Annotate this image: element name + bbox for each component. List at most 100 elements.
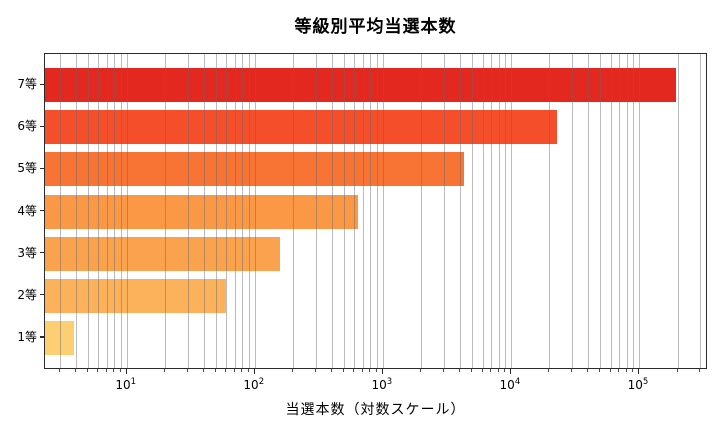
minor-gridline [315,54,317,368]
major-gridline [382,54,384,368]
x-minor-tick [625,369,627,372]
minor-gridline [114,54,116,368]
x-minor-tick [87,369,89,372]
major-gridline [126,54,128,368]
minor-gridline [120,54,122,368]
x-axis-label: 当選本数（対数スケール） [285,402,466,418]
minor-gridline [633,54,635,368]
bar-6 [45,278,227,313]
x-minor-tick [247,369,249,372]
x-major-tick [253,369,255,374]
x-major-tick [509,369,512,374]
minor-gridline [588,54,589,368]
x-minor-tick [362,369,364,372]
bar-7 [45,320,75,355]
x-minor-tick [504,369,506,372]
minor-gridline [98,54,100,368]
y-tick-mark [40,252,44,254]
x-minor-tick [113,369,115,372]
minor-gridline [619,54,621,368]
y-tick-label: 4等 [17,203,37,218]
y-tick-mark [40,294,44,296]
y-tick-mark [40,167,44,170]
x-tick-label: 104 [499,377,521,392]
y-tick-label: 1等 [17,329,37,344]
y-tick-mark [40,336,44,338]
major-gridline [254,54,256,368]
minor-gridline [370,54,372,368]
x-major-tick [381,369,384,374]
x-minor-tick [699,369,701,372]
x-minor-tick [215,369,217,372]
x-minor-tick [105,369,107,372]
minor-gridline [700,54,702,368]
minor-gridline [421,54,423,368]
minor-gridline [75,54,77,368]
y-tick-label: 3等 [17,245,37,260]
x-minor-tick [353,369,355,372]
minor-gridline [216,54,218,368]
x-minor-tick [490,369,492,372]
minor-gridline [376,54,378,368]
minor-gridline [505,54,507,368]
minor-gridline [187,54,189,368]
x-minor-tick [471,369,473,372]
x-minor-tick [202,369,204,372]
x-major-tick [125,369,127,374]
minor-gridline [491,54,493,368]
minor-gridline [498,54,500,368]
x-minor-tick [481,369,483,372]
x-minor-tick [442,369,444,372]
y-tick-mark [40,210,44,212]
x-minor-tick [599,369,601,372]
minor-gridline [293,54,295,368]
x-minor-tick [233,369,235,372]
minor-gridline [248,54,250,368]
minor-gridline [610,54,612,368]
x-minor-tick [330,369,332,372]
bar-3 [45,152,464,187]
y-tick-mark [40,125,44,127]
x-major-tick [637,369,640,374]
major-gridline [638,54,640,368]
x-minor-tick [587,369,588,372]
x-minor-tick [571,369,572,372]
major-gridline [510,54,512,368]
y-tick-label: 6等 [17,119,37,134]
minor-gridline [344,54,346,368]
gridlines [45,54,706,368]
x-minor-tick [164,369,166,372]
y-tick-label: 5等 [17,161,37,176]
minor-gridline [677,54,679,368]
minor-gridline [106,54,108,368]
minor-gridline [472,54,474,368]
chart-title: 等級別平均当選本数 [294,17,457,37]
minor-gridline [165,54,167,368]
x-minor-tick [618,369,620,372]
x-minor-tick [343,369,345,372]
y-tick-label: 7等 [17,77,37,92]
bar-1 [45,68,677,103]
x-minor-tick [632,369,634,372]
minor-gridline [459,54,461,368]
x-minor-tick [609,369,611,372]
bars-container [45,54,706,368]
x-tick-label: 105 [627,377,649,392]
x-minor-tick [119,369,121,372]
x-minor-tick [420,369,422,372]
x-minor-tick [241,369,243,372]
x-minor-tick [375,369,377,372]
x-minor-tick [676,369,678,372]
x-minor-tick [292,369,294,372]
minor-gridline [234,54,236,368]
x-minor-tick [58,369,60,372]
minor-gridline [363,54,365,368]
x-minor-tick [548,369,550,372]
minor-gridline [59,54,61,368]
minor-gridline [626,54,628,368]
x-tick-label: 101 [115,377,137,392]
minor-gridline [600,54,602,368]
bar-4 [45,194,359,229]
minor-gridline [203,54,205,368]
